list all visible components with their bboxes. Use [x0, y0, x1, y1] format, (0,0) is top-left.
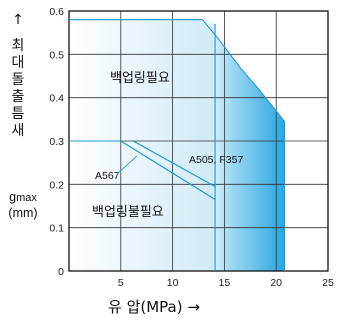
leader-line-a567 — [117, 155, 138, 174]
y-axis-arrow-icon: ↑ — [12, 12, 24, 28]
x-tick-label: 5 — [118, 277, 124, 289]
fill-layer — [69, 19, 285, 272]
series-label-a567: A567 — [95, 170, 120, 182]
y-axis-label-char: 돌 — [11, 72, 25, 88]
series-label-a505-f357: A505, F357 — [189, 154, 243, 166]
y-axis-unit-max: max — [16, 192, 37, 204]
y-axis-label: ↑ 최 대 돌 출 틈 새 — [4, 12, 32, 140]
y-axis-label-char: 새 — [11, 123, 25, 139]
y-axis-label-char: 출 — [11, 89, 25, 105]
x-axis-label: 유 압(MPa) → — [108, 298, 200, 316]
y-axis-label-char: 틈 — [11, 106, 25, 122]
region-fill-backup-required — [202, 19, 285, 272]
y-tick-label: 0.3 — [49, 136, 64, 148]
y-axis-label-char: 최 — [11, 38, 25, 54]
region-label-backup-not-required: 백업링불필요 — [92, 205, 164, 220]
x-tick-label: 15 — [219, 277, 231, 289]
series-line-a505-f357 — [132, 140, 216, 188]
y-tick-label: 0 — [58, 266, 64, 278]
y-axis-unit-mm: (mm) — [8, 206, 38, 220]
y-tick-label: 0.1 — [49, 223, 64, 235]
y-tick-label: 0.5 — [49, 49, 64, 61]
region-label-backup-required: 백업링필요 — [110, 71, 170, 86]
series-line-a567 — [120, 140, 216, 201]
boundary-curve-backup-required — [202, 19, 286, 271]
curve-layer — [69, 19, 286, 271]
y-tick-label: 0.2 — [49, 179, 64, 191]
y-axis-label-char: 대 — [11, 55, 25, 71]
x-tick-label: 20 — [270, 277, 282, 289]
y-axis-unit-g: g — [9, 190, 17, 204]
y-axis-unit: gmax (mm) — [3, 190, 43, 221]
y-tick-label: 0.6 — [49, 6, 64, 18]
tick-layer: 0 0.1 0.2 0.3 0.4 0.5 0.6 5 10 15 20 25 — [49, 6, 334, 289]
y-tick-label: 0.4 — [49, 93, 64, 105]
x-tick-label: 25 — [322, 277, 334, 289]
x-tick-label: 10 — [167, 277, 179, 289]
